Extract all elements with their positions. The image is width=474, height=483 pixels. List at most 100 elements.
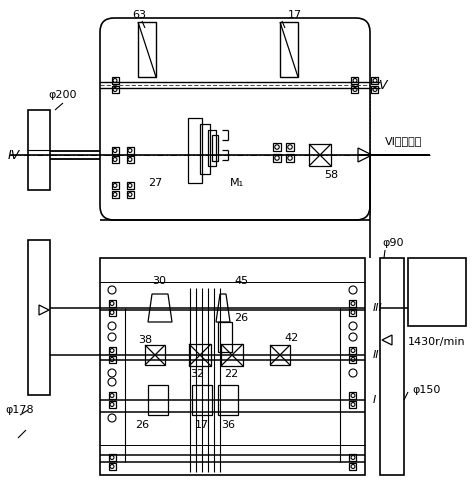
Text: II: II (373, 350, 380, 360)
Bar (28, 240, 50, 395)
Bar (352, 77, 358, 84)
Text: I: I (373, 395, 376, 405)
Circle shape (108, 369, 116, 377)
Bar (111, 182, 118, 189)
Bar (286, 154, 294, 162)
Circle shape (110, 301, 114, 305)
Bar (349, 347, 356, 354)
Text: φ90: φ90 (382, 238, 403, 248)
Text: V: V (378, 79, 386, 91)
Bar (309, 144, 331, 166)
Circle shape (108, 322, 116, 330)
Bar (145, 345, 165, 365)
Text: M₁: M₁ (230, 178, 244, 188)
Polygon shape (39, 305, 49, 315)
Bar (212, 135, 218, 161)
Bar (111, 191, 118, 198)
Bar (100, 258, 365, 475)
Circle shape (288, 156, 292, 160)
Text: 45: 45 (234, 276, 248, 286)
Circle shape (351, 455, 355, 459)
Bar (273, 154, 281, 162)
Bar (380, 258, 404, 475)
Circle shape (110, 455, 114, 459)
Bar (109, 401, 116, 408)
Bar (109, 463, 116, 470)
Text: 58: 58 (324, 170, 338, 180)
Bar (127, 147, 134, 154)
Bar (273, 143, 281, 151)
Text: 30: 30 (152, 276, 166, 286)
Text: 38: 38 (138, 335, 152, 345)
Bar (111, 77, 118, 84)
Bar (372, 77, 379, 84)
Bar (189, 344, 211, 366)
Bar (218, 322, 232, 352)
Bar (127, 182, 134, 189)
Polygon shape (382, 335, 392, 345)
Circle shape (110, 402, 114, 407)
Bar (372, 86, 379, 93)
Bar (218, 385, 238, 415)
Text: 36: 36 (221, 420, 235, 430)
Circle shape (351, 311, 355, 314)
Bar (148, 385, 168, 415)
Circle shape (110, 394, 114, 398)
Text: 22: 22 (224, 369, 238, 379)
Circle shape (353, 79, 357, 83)
Circle shape (113, 149, 117, 153)
Text: 26: 26 (234, 313, 248, 323)
Circle shape (108, 333, 116, 341)
Text: φ150: φ150 (412, 385, 440, 395)
Text: 26: 26 (135, 420, 149, 430)
Bar (109, 309, 116, 316)
Bar (109, 356, 116, 363)
Circle shape (349, 369, 357, 377)
Circle shape (128, 149, 132, 153)
Circle shape (108, 414, 116, 422)
Bar (127, 191, 134, 198)
Circle shape (108, 286, 116, 294)
Bar (349, 454, 356, 461)
Bar (270, 345, 290, 365)
Text: 17: 17 (195, 420, 209, 430)
Circle shape (108, 378, 116, 386)
Circle shape (349, 286, 357, 294)
Circle shape (349, 333, 357, 341)
Circle shape (351, 465, 355, 469)
Circle shape (113, 87, 117, 91)
Text: 27: 27 (148, 178, 162, 188)
Bar (352, 86, 358, 93)
Text: φ178: φ178 (5, 405, 34, 415)
Circle shape (128, 184, 132, 187)
Circle shape (351, 394, 355, 398)
Circle shape (351, 402, 355, 407)
Bar (109, 347, 116, 354)
Bar (208, 130, 216, 166)
Bar (349, 463, 356, 470)
Text: 32: 32 (190, 369, 204, 379)
Circle shape (113, 157, 117, 161)
Circle shape (110, 311, 114, 314)
Text: 17: 17 (288, 10, 302, 20)
Circle shape (351, 349, 355, 353)
Bar (111, 156, 118, 163)
Bar (349, 401, 356, 408)
Circle shape (373, 87, 377, 91)
Circle shape (275, 156, 279, 160)
Circle shape (373, 79, 377, 83)
Bar (109, 392, 116, 399)
Circle shape (128, 157, 132, 161)
Bar (28, 110, 50, 190)
Bar (349, 356, 356, 363)
Circle shape (110, 357, 114, 361)
Bar (138, 22, 156, 77)
Text: 1430r/min: 1430r/min (408, 337, 466, 347)
Polygon shape (358, 148, 372, 162)
Bar (286, 143, 294, 151)
Bar (349, 300, 356, 307)
Text: 42: 42 (284, 333, 298, 343)
Bar (188, 118, 202, 183)
Circle shape (113, 184, 117, 187)
Circle shape (288, 145, 292, 149)
